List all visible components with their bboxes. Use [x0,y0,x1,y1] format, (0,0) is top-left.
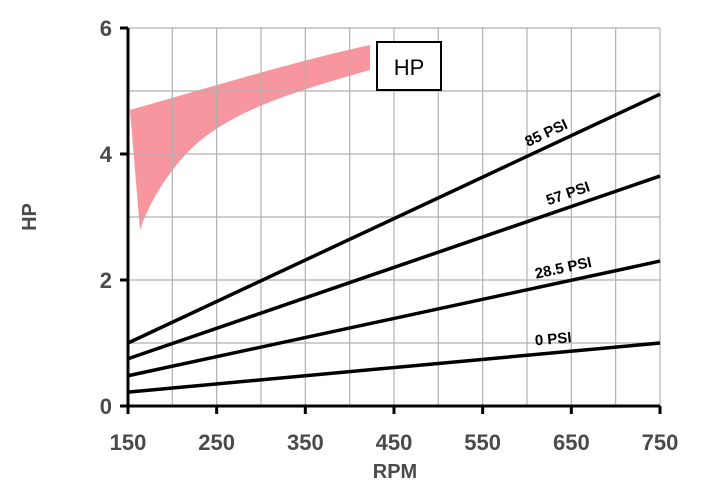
series-line [127,341,661,394]
x-axis-title: RPM [373,461,417,483]
y-axis-title: HP [19,203,41,231]
x-tick-label: 250 [198,430,235,455]
y-tick-label: 0 [100,394,112,419]
x-tick-label: 450 [376,430,413,455]
series-label: 57 PSI [544,179,592,210]
x-tick-label: 550 [464,430,501,455]
series-line [127,259,661,378]
x-tick-label: 350 [287,430,324,455]
chart-title-box: HP [376,41,442,91]
watermark-logo [130,45,370,230]
series-line [127,174,661,361]
series-label: 0 PSI [534,329,572,349]
series-lines [127,92,661,394]
chart-title: HP [394,55,425,80]
x-tick-label: 750 [642,430,679,455]
y-tick-label: 6 [100,16,112,41]
x-tick-label: 650 [553,430,590,455]
y-tick-label: 2 [100,268,112,293]
tick-labels: 0 2 4 6 150 250 350 450 550 650 750 [100,16,679,455]
series-line [127,92,661,345]
x-tick-label: 150 [110,430,147,455]
y-tick-label: 4 [100,142,113,167]
